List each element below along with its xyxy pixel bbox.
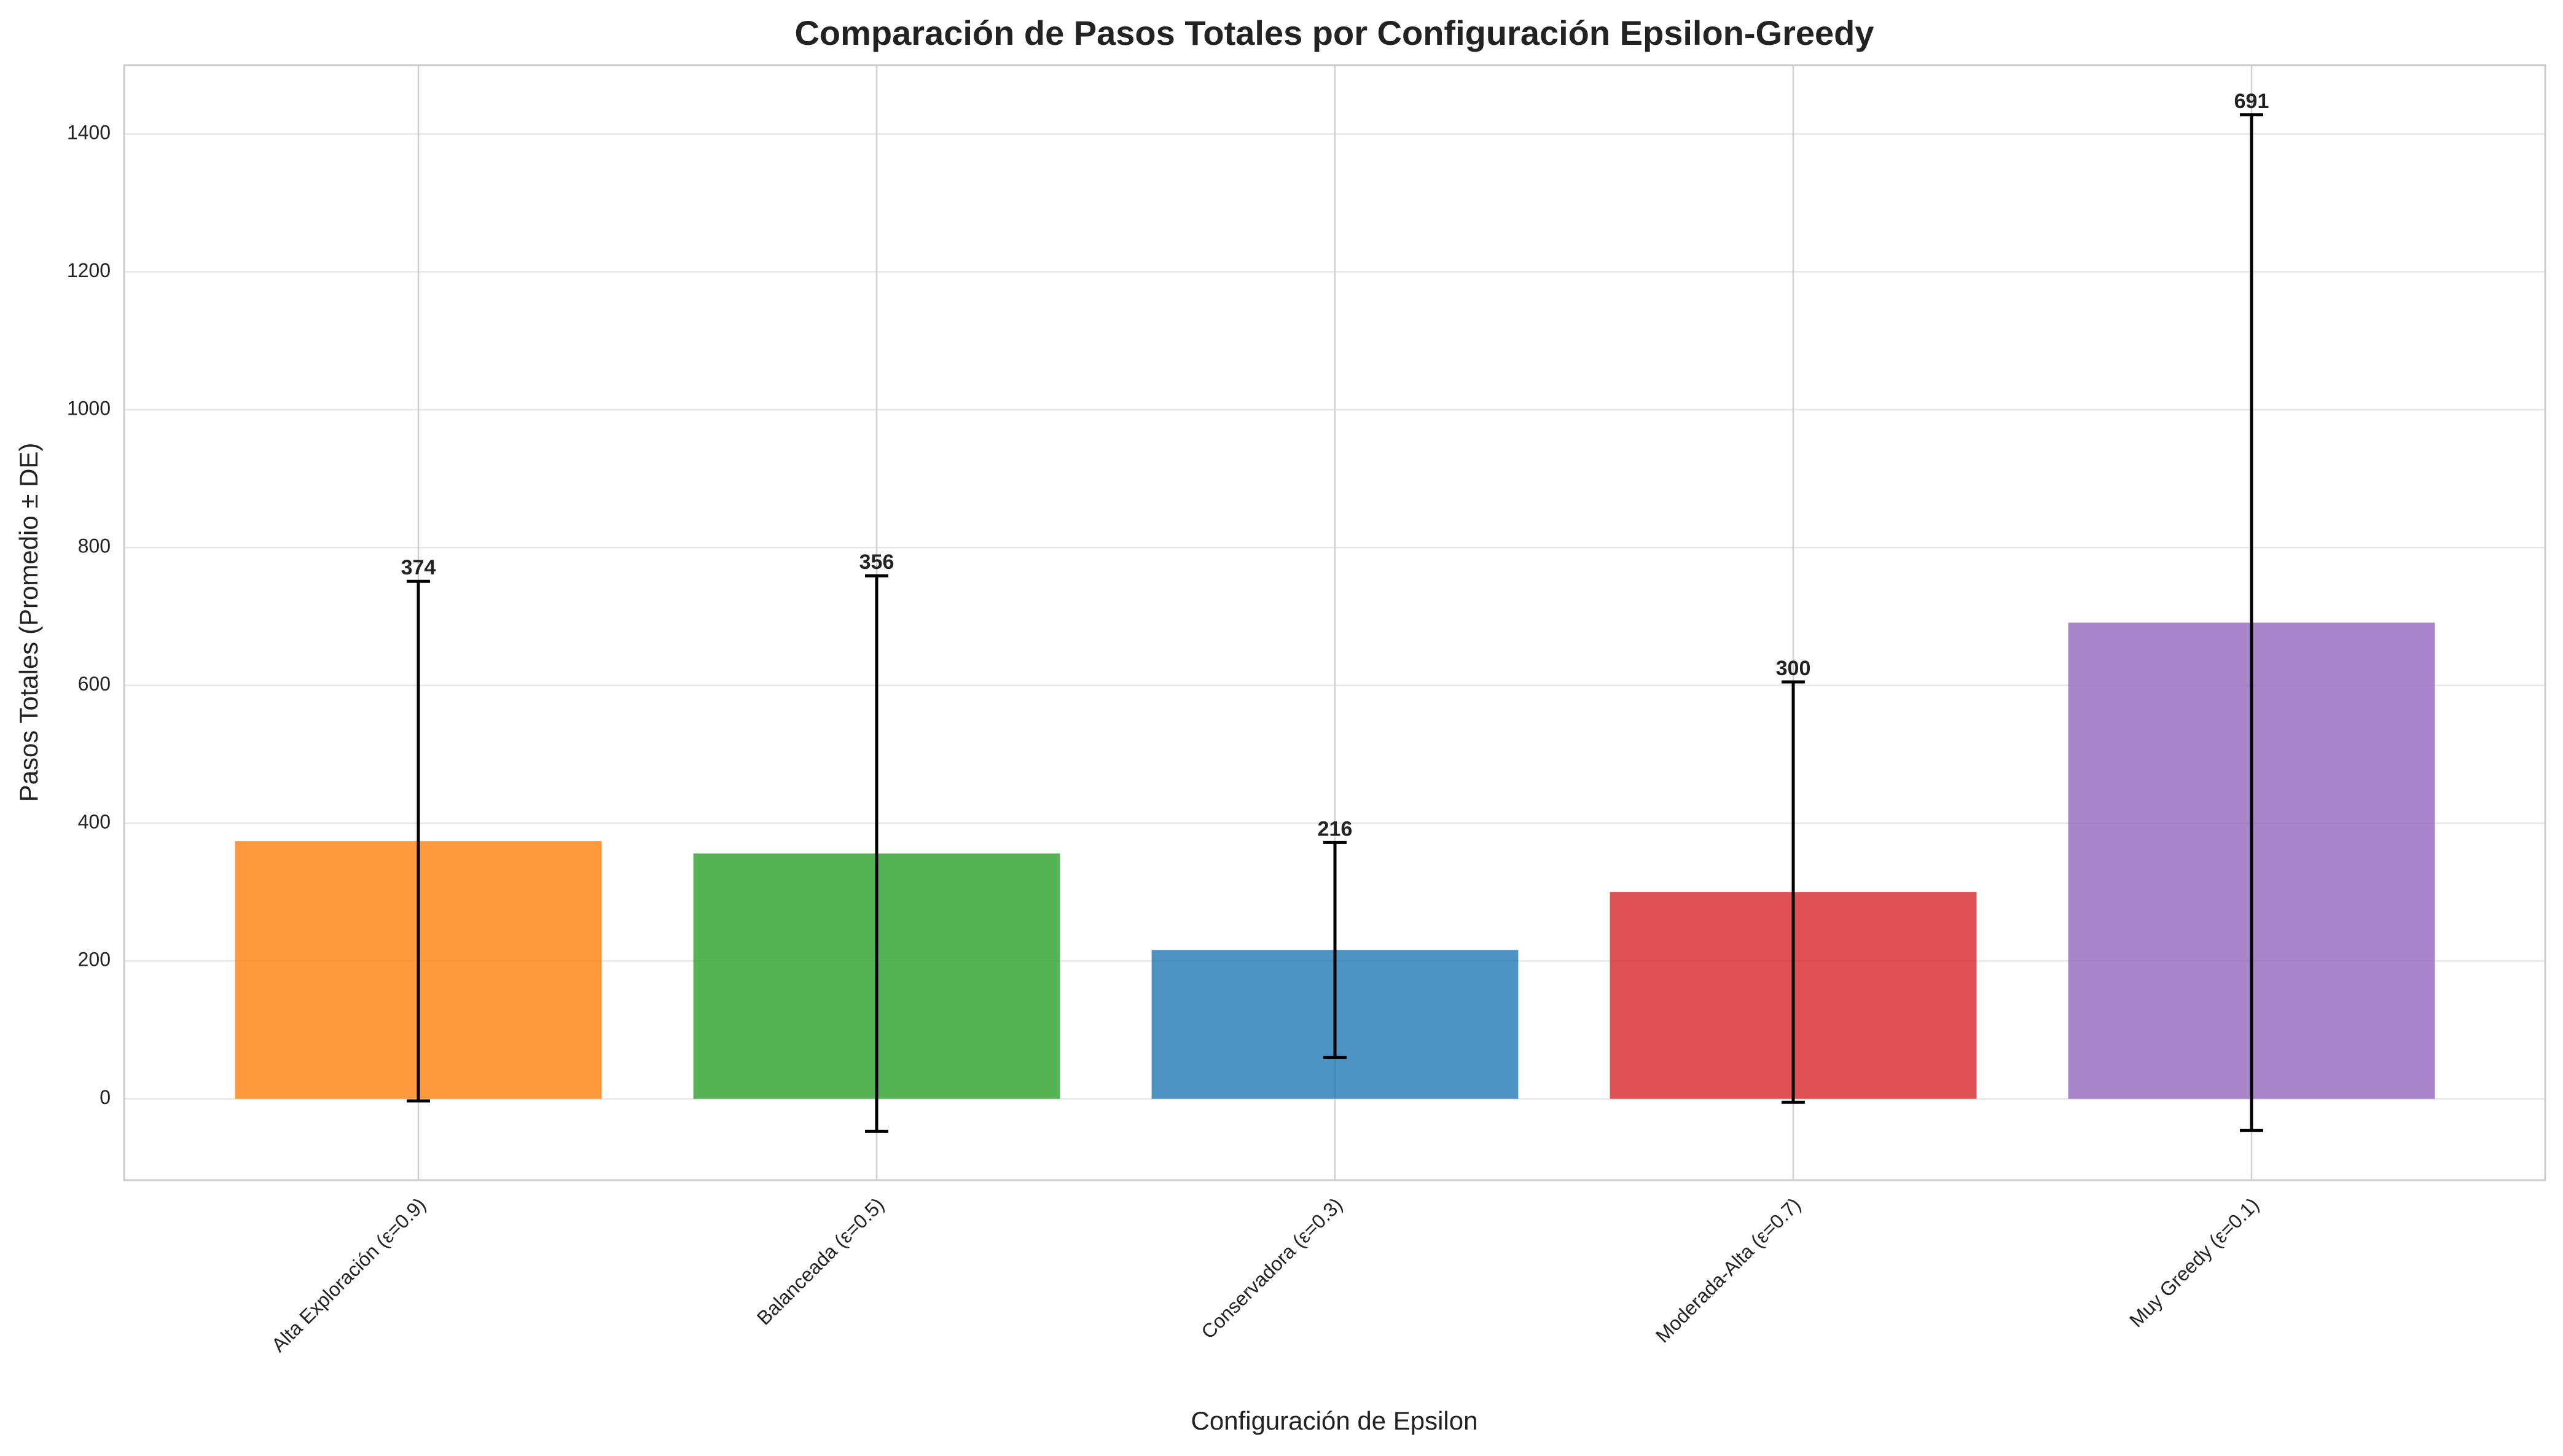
data-label: 300 [1776,657,1811,680]
chart-title: Comparación de Pasos Totales por Configu… [794,14,1874,52]
x-tick-label: Alta Exploración (ε=0.9) [267,1193,430,1356]
y-tick-label: 1200 [67,259,111,281]
y-tick-label: 600 [78,673,111,695]
data-label: 374 [401,556,436,579]
data-label: 691 [2234,90,2269,113]
data-label: 356 [859,550,894,574]
x-tick-label: Balanceada (ε=0.5) [753,1193,888,1329]
y-tick-label: 0 [100,1086,111,1108]
y-tick-label: 800 [78,535,111,557]
y-tick-label: 400 [78,810,111,832]
x-axis-label: Configuración de Epsilon [1191,1406,1478,1435]
plot-frame [123,64,2546,1181]
y-tick-label: 1000 [67,397,111,419]
y-tick-label: 1400 [67,122,111,144]
x-tick-label: Muy Greedy (ε=0.1) [2125,1193,2263,1331]
y-axis-label: Pasos Totales (Promedio ± DE) [14,443,43,802]
y-tick-label: 200 [78,949,111,971]
data-label: 216 [1318,817,1353,840]
x-tick-label: Moderada-Alta (ε=0.7) [1651,1193,1805,1347]
x-tick-label: Conservadora (ε=0.3) [1197,1193,1347,1343]
